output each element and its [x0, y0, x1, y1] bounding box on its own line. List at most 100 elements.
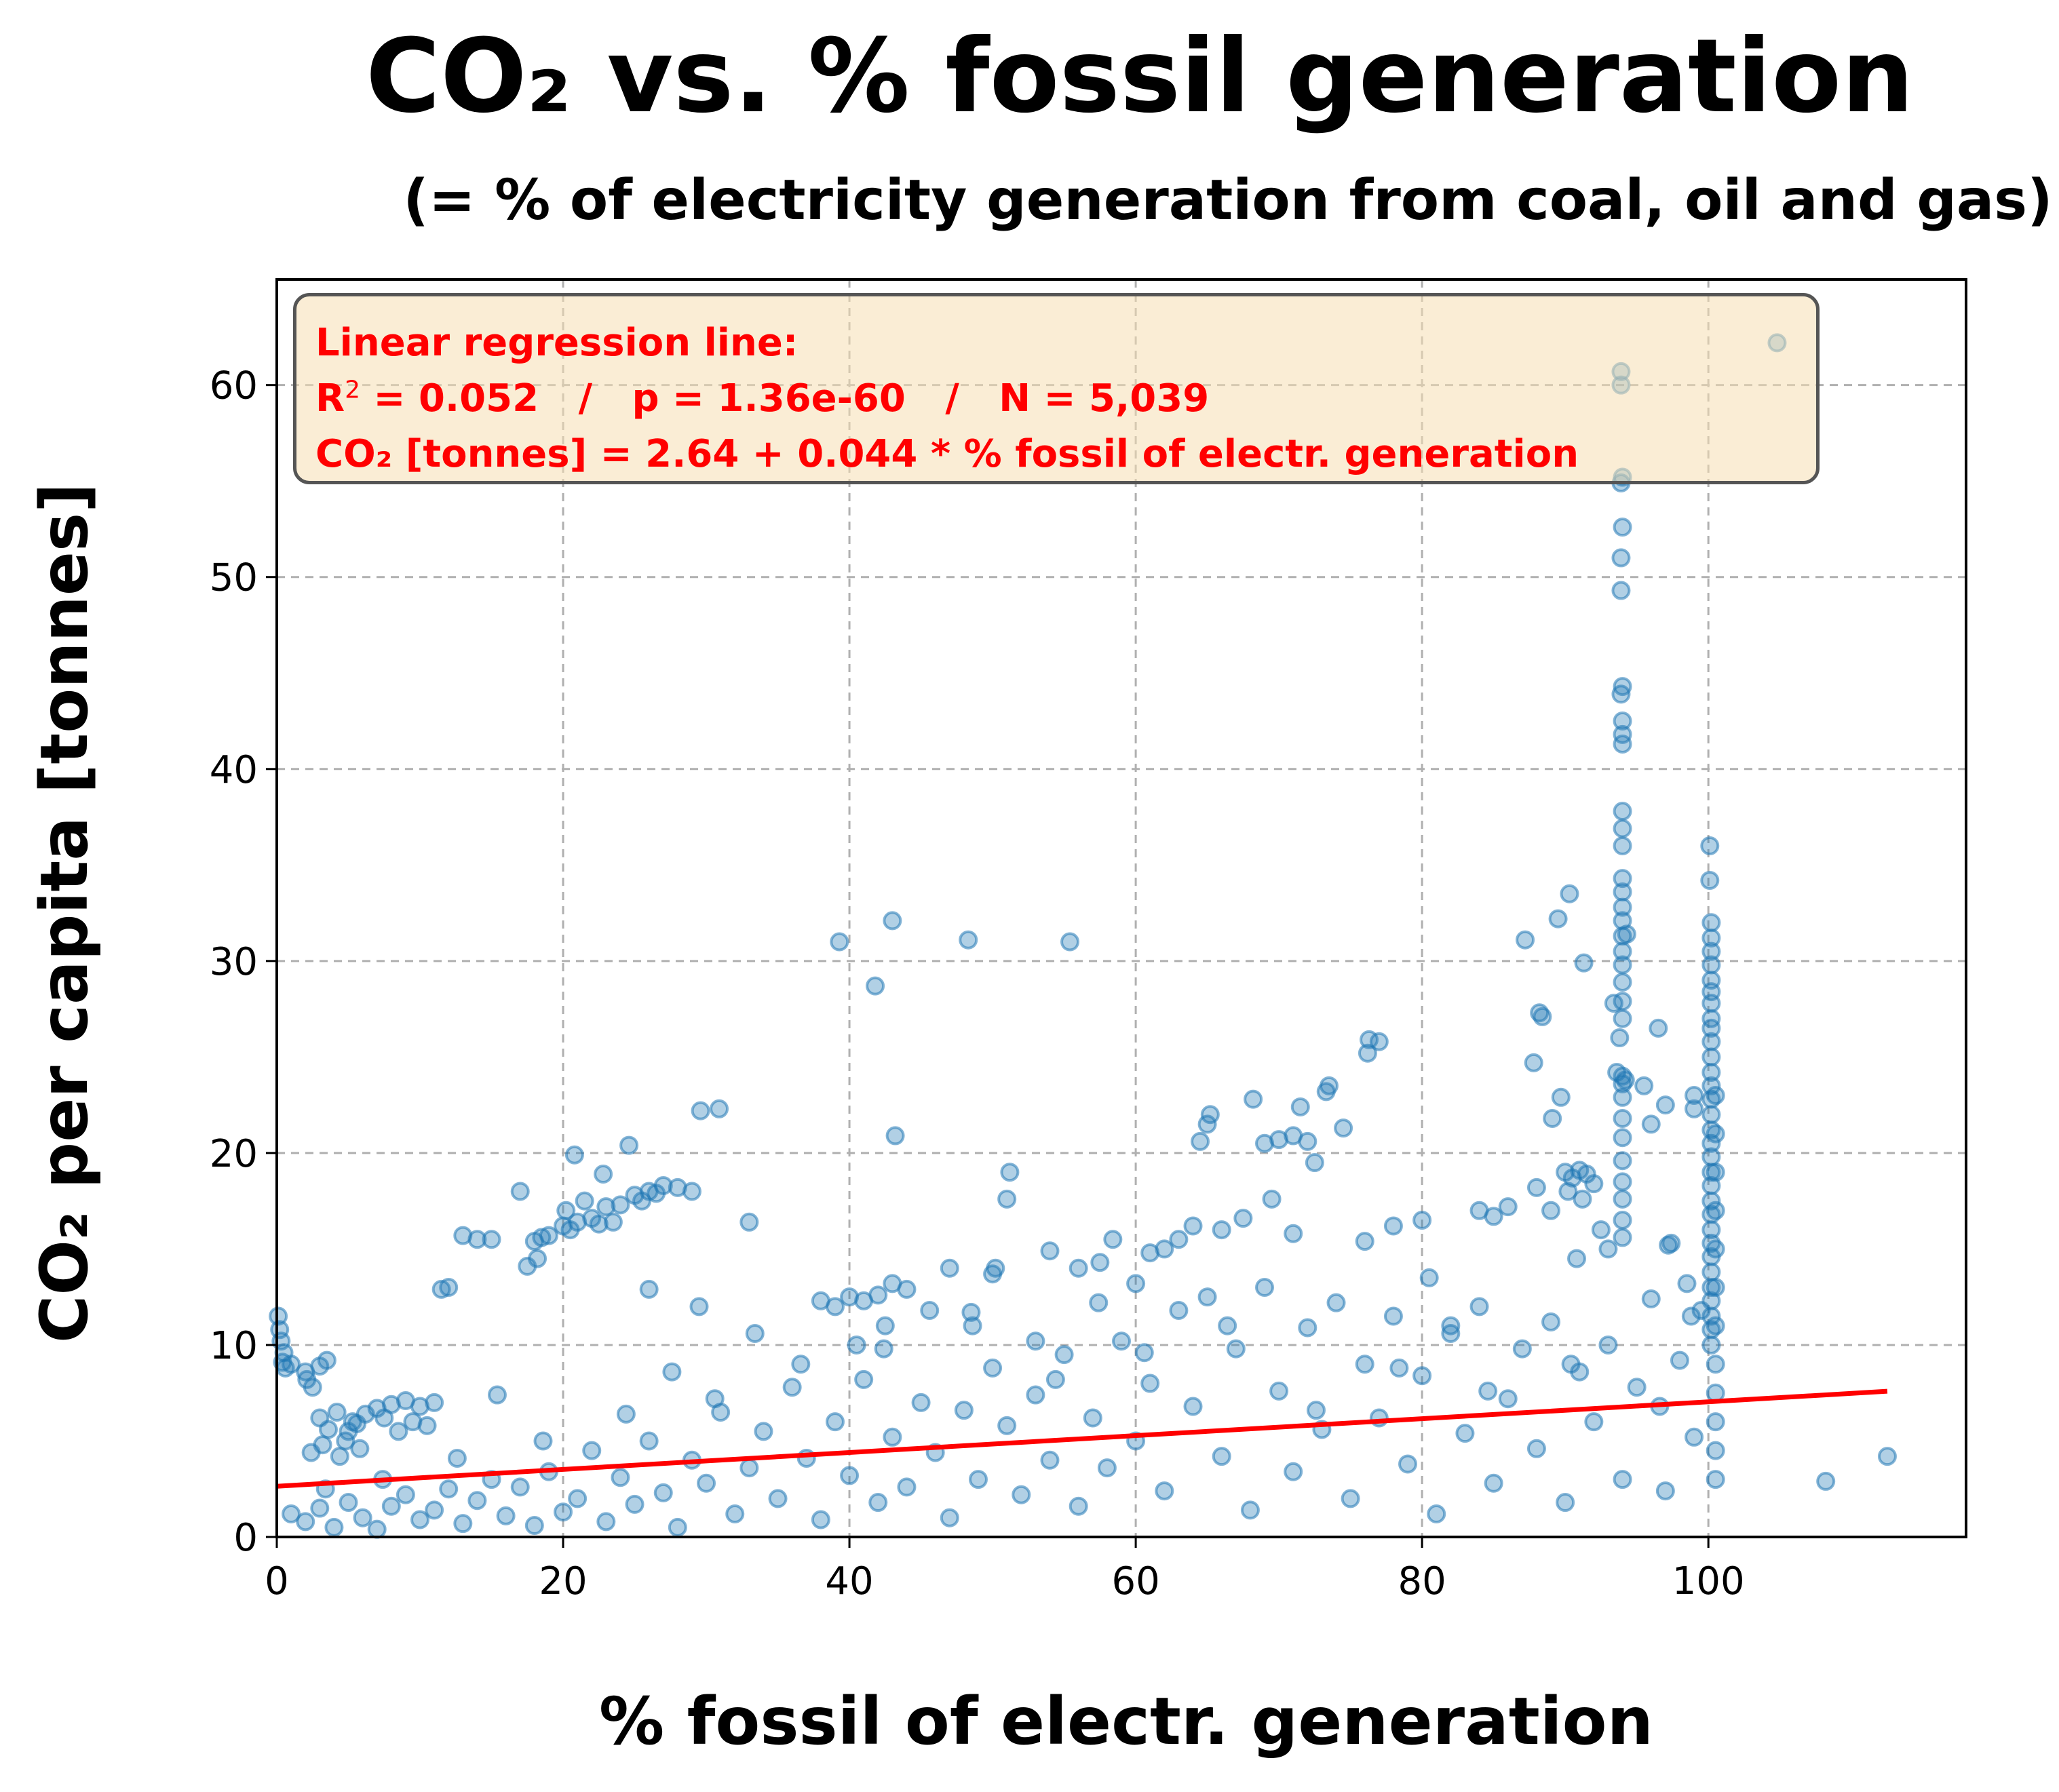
data-point — [439, 1479, 459, 1499]
data-point — [1524, 1053, 1543, 1072]
data-point — [911, 1392, 931, 1412]
data-point — [1701, 1147, 1721, 1167]
data-point — [1355, 1355, 1374, 1374]
data-point — [1584, 1412, 1604, 1432]
data-point — [467, 1230, 487, 1249]
data-point — [1326, 1293, 1346, 1312]
axis-ticks: 0 20 40 60 80 100 0 10 20 30 40 50 60 — [210, 364, 1745, 1603]
data-point — [1200, 1105, 1220, 1125]
data-point — [1089, 1293, 1109, 1312]
data-point — [1613, 1172, 1632, 1192]
data-point — [1613, 882, 1632, 901]
x-tick-label: 20 — [539, 1559, 587, 1603]
data-point — [1816, 1471, 1836, 1491]
data-point — [339, 1493, 358, 1513]
data-point — [625, 1494, 644, 1514]
data-point — [1700, 836, 1720, 856]
data-point — [1613, 1128, 1632, 1148]
data-point — [1584, 1174, 1604, 1194]
x-tick-label: 80 — [1398, 1559, 1446, 1603]
data-point — [453, 1514, 473, 1534]
data-point — [1613, 941, 1632, 961]
data-point — [1334, 1118, 1353, 1138]
data-point — [1090, 1253, 1110, 1272]
data-point — [1611, 684, 1631, 704]
data-point — [575, 1191, 594, 1211]
data-point — [425, 1392, 444, 1412]
data-point — [524, 1516, 544, 1536]
data-point — [830, 932, 849, 952]
data-point — [296, 1512, 315, 1532]
data-point — [381, 1496, 401, 1516]
data-point — [1484, 1473, 1503, 1493]
data-point — [1455, 1424, 1475, 1443]
data-point — [1060, 932, 1080, 952]
data-point — [1191, 1131, 1210, 1151]
data-point — [1701, 955, 1721, 975]
data-point — [1604, 994, 1623, 1013]
data-point — [1613, 802, 1632, 821]
data-point — [1469, 1297, 1489, 1317]
data-point — [725, 1504, 745, 1524]
data-point — [1412, 1210, 1432, 1230]
data-point — [1069, 1258, 1088, 1278]
data-point — [1155, 1239, 1174, 1259]
data-point — [554, 1502, 573, 1522]
data-point — [1613, 819, 1632, 838]
data-point — [425, 1500, 444, 1520]
data-point — [811, 1510, 830, 1530]
y-tick-label: 10 — [210, 1324, 258, 1368]
data-point — [1560, 884, 1579, 903]
data-point — [1701, 1220, 1721, 1240]
data-point — [439, 1278, 459, 1298]
data-point — [1591, 1220, 1611, 1240]
r2-superscript: 2 — [345, 376, 361, 404]
data-point — [1613, 1228, 1632, 1247]
y-axis-label: CO₂ per capita [tonnes] — [26, 482, 102, 1344]
data-point — [1218, 1316, 1237, 1336]
plot-area-frame — [275, 278, 1967, 1538]
data-point — [410, 1510, 430, 1530]
data-point — [1706, 1085, 1725, 1105]
y-tick-label: 30 — [210, 940, 258, 984]
data-point — [350, 1439, 370, 1458]
data-point — [1358, 1043, 1377, 1063]
data-point — [897, 1477, 917, 1497]
data-point — [1877, 1447, 1897, 1466]
data-point — [1290, 1097, 1310, 1116]
data-point — [739, 1458, 759, 1478]
data-point — [1026, 1331, 1045, 1351]
y-tick-label: 60 — [210, 364, 258, 408]
data-point — [603, 1212, 623, 1232]
data-point — [968, 1470, 988, 1489]
data-point — [1516, 930, 1535, 950]
data-point — [389, 1422, 408, 1441]
data-point — [668, 1517, 687, 1537]
data-point — [1613, 1108, 1632, 1128]
data-point — [1641, 1289, 1661, 1309]
data-point — [1541, 1312, 1561, 1331]
data-point — [324, 1517, 344, 1537]
data-point — [1655, 1481, 1675, 1501]
data-point — [1641, 1114, 1661, 1134]
data-point — [1183, 1216, 1203, 1236]
data-point — [1701, 1335, 1721, 1355]
data-point — [940, 1258, 959, 1278]
data-point — [1701, 1063, 1721, 1083]
regression-line — [276, 1388, 1888, 1489]
data-point — [682, 1182, 701, 1201]
data-point — [1677, 1274, 1697, 1293]
data-point — [986, 1258, 1005, 1278]
data-point — [1262, 1189, 1282, 1209]
data-point — [689, 1297, 709, 1317]
data-point — [825, 1297, 845, 1317]
data-point — [1670, 1350, 1689, 1370]
data-point — [1558, 1182, 1578, 1201]
data-point — [1611, 581, 1631, 600]
data-point — [997, 1189, 1017, 1209]
data-point — [874, 1339, 893, 1359]
data-point — [1240, 1500, 1260, 1520]
data-point — [1526, 1177, 1546, 1197]
data-point — [1627, 1378, 1647, 1397]
